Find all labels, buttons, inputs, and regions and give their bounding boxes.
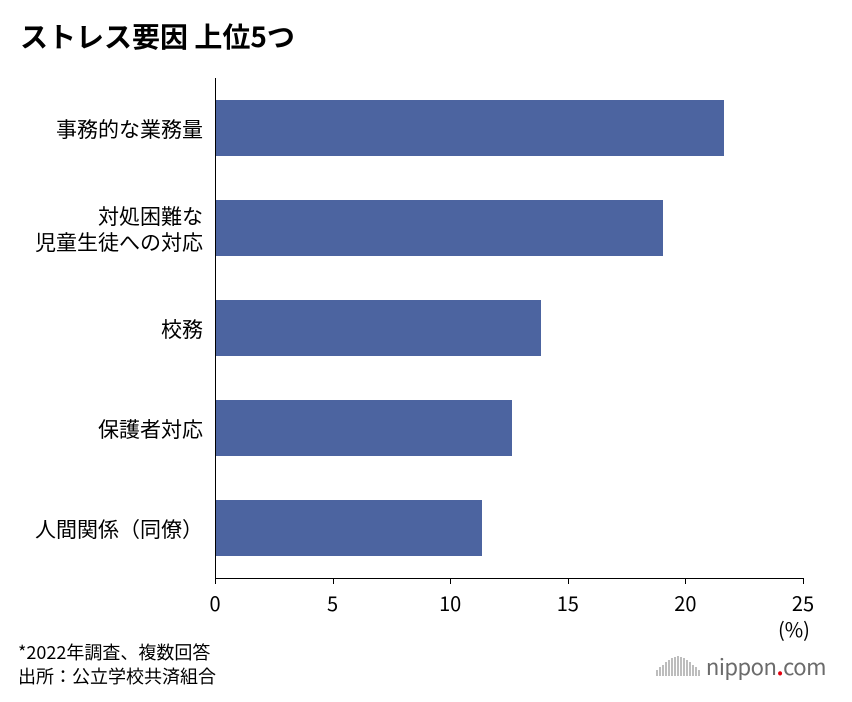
x-tick-label: 20: [660, 588, 710, 617]
category-label: 校務: [18, 316, 215, 342]
x-tick-label: 15: [543, 588, 593, 617]
bar: [216, 400, 512, 456]
logo-bars-icon: [656, 656, 700, 676]
x-tick: [450, 578, 451, 584]
category-label: 対処困難な 児童生徒への対応: [18, 203, 215, 256]
nippon-logo: nippon.com: [656, 650, 826, 682]
x-tick-label: 10: [425, 588, 475, 617]
logo-main-text: nippon: [706, 650, 777, 682]
bar: [216, 100, 724, 156]
bar: [216, 500, 482, 556]
x-tick-label: 25: [778, 588, 828, 617]
category-label: 保護者対応: [18, 416, 215, 442]
bar: [216, 200, 663, 256]
plot-area: 0510152025(%)事務的な業務量対処困難な 児童生徒への対応校務保護者対…: [215, 78, 803, 578]
category-label: 事務的な業務量: [18, 116, 215, 142]
x-axis-unit: (%): [778, 614, 810, 643]
category-label: 人間関係（同僚）: [18, 516, 215, 542]
footnote-text: *2022年調査、複数回答 出所：公立学校共済組合: [18, 640, 216, 689]
x-tick: [215, 578, 216, 584]
x-tick: [333, 578, 334, 584]
x-tick-label: 5: [308, 588, 358, 617]
chart-container: ストレス要因 上位5つ 0510152025(%)事務的な業務量対処困難な 児童…: [0, 0, 852, 702]
x-tick: [568, 578, 569, 584]
x-tick-label: 0: [190, 588, 240, 617]
logo-text: nippon.com: [706, 650, 826, 682]
x-tick: [803, 578, 804, 584]
x-tick: [685, 578, 686, 584]
logo-suffix-text: com: [783, 650, 826, 682]
x-axis-line: [215, 578, 803, 579]
bar: [216, 300, 541, 356]
page-title: ストレス要因 上位5つ: [20, 16, 295, 56]
